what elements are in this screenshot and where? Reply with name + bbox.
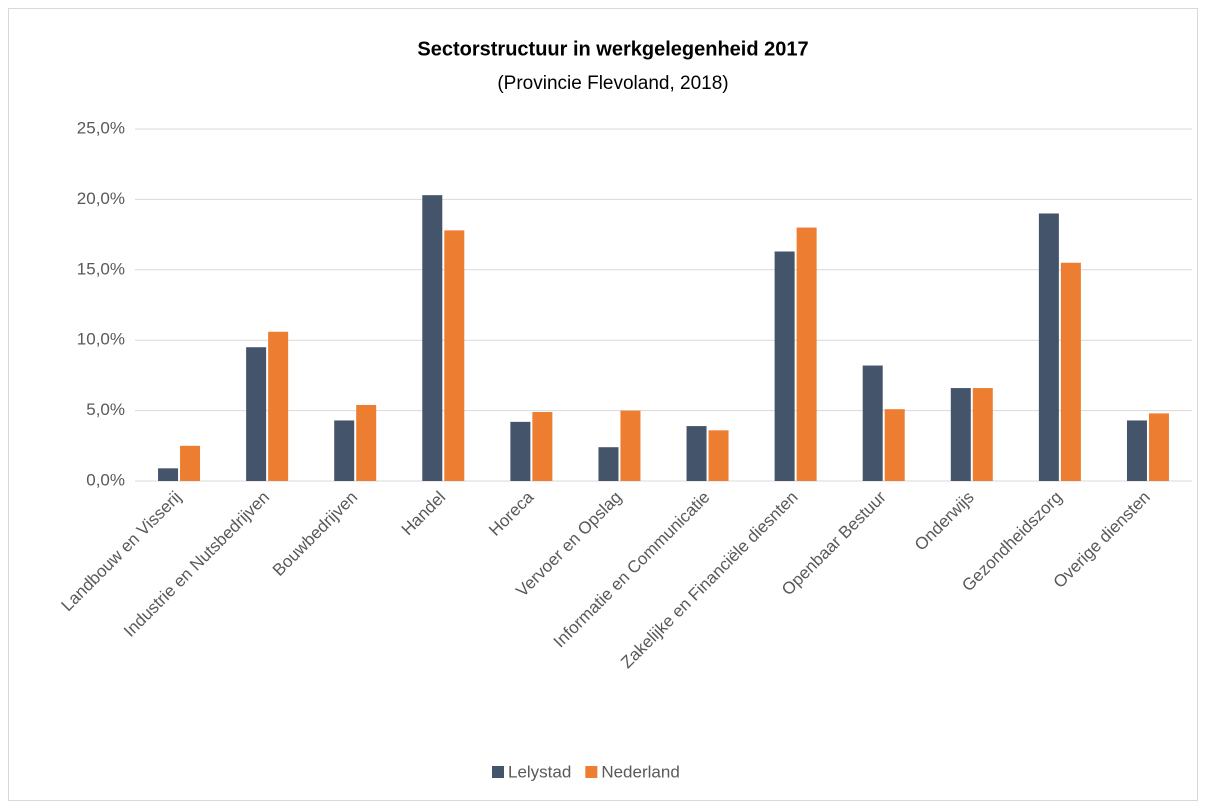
bar — [1060, 262, 1081, 481]
chart-subtitle: (Provincie Flevoland, 2018) — [497, 73, 728, 94]
bar — [774, 251, 795, 481]
bar — [884, 409, 905, 481]
bar — [180, 445, 201, 481]
y-tick-label: 25,0% — [77, 118, 125, 137]
bar — [708, 430, 729, 481]
bar — [620, 410, 641, 481]
chart-frame — [8, 8, 1198, 801]
bar — [598, 447, 619, 481]
legend-swatch — [492, 766, 504, 778]
bar — [686, 426, 707, 481]
bar — [796, 227, 817, 481]
y-tick-label: 15,0% — [77, 259, 125, 278]
bar — [334, 420, 355, 481]
bar — [246, 347, 267, 481]
bar — [356, 404, 377, 481]
bar — [1148, 413, 1169, 481]
y-tick-label: 10,0% — [77, 330, 125, 349]
bar — [950, 388, 971, 481]
legend-label: Lelystad — [508, 762, 571, 781]
legend: Lelystad Nederland — [492, 762, 680, 781]
bar — [862, 365, 883, 481]
bar — [510, 421, 531, 481]
bar — [158, 468, 179, 481]
bar — [972, 388, 993, 481]
bar — [532, 412, 553, 481]
legend-label: Nederland — [601, 762, 679, 781]
y-tick-label: 0,0% — [86, 470, 125, 489]
bar — [1126, 420, 1147, 481]
chart-title: Sectorstructuur in werkgelegenheid 2017 — [417, 38, 808, 60]
bar — [444, 230, 465, 481]
bar — [422, 195, 443, 481]
bar — [1038, 213, 1059, 482]
y-tick-label: 5,0% — [86, 400, 125, 419]
bar — [268, 331, 289, 481]
legend-swatch — [585, 766, 598, 778]
y-tick-label: 20,0% — [77, 189, 125, 208]
